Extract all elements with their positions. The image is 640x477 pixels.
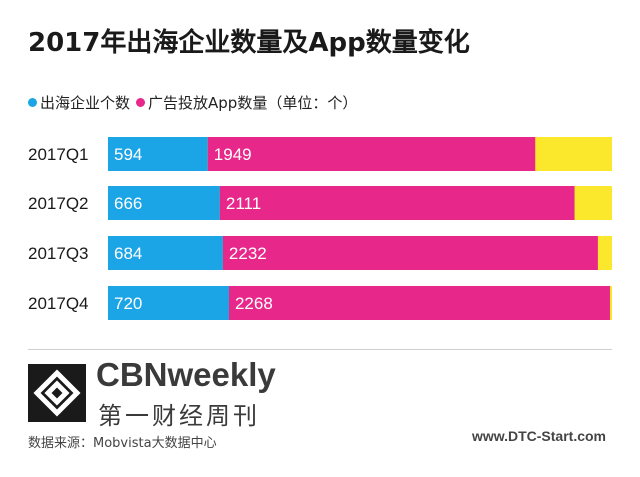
legend-label-apps: 广告投放App数量（单位：个） (148, 94, 358, 112)
data-label-companies-2017Q4: 720 (114, 294, 142, 313)
category-label-2017Q2: 2017Q2 (28, 194, 89, 213)
watermark-url: www.DTC-Start.com (471, 428, 606, 444)
data-label-apps-2017Q1: 1949 (214, 145, 252, 164)
category-label-2017Q3: 2017Q3 (28, 244, 89, 263)
bar-companies-2017Q2 (108, 186, 220, 220)
brand-name-cn: 第一财经周刊 (98, 402, 260, 430)
category-label-2017Q4: 2017Q4 (28, 294, 89, 313)
data-source: 数据来源：Mobvista大数据中心 (28, 436, 217, 451)
legend-dot-apps (136, 98, 146, 107)
bar-chart: 2017Q1 594 1949 2017Q2 666 2111 2017Q3 684 2232 2… (28, 137, 612, 320)
cbn-logo-icon (28, 364, 86, 422)
legend-item-companies: 出海企业个数 (28, 92, 130, 113)
data-label-apps-2017Q2: 2111 (226, 194, 261, 213)
bar-apps-2017Q1 (207, 137, 536, 171)
legend-item-apps: 广告投放App数量（单位：个） (136, 92, 357, 113)
brand-name-en: CBNweekly (96, 356, 276, 393)
chart-title: 2017年出海企业数量及App数量变化 (28, 28, 470, 58)
bar-companies-2017Q4 (108, 286, 229, 320)
data-label-apps-2017Q3: 2232 (229, 244, 267, 263)
bar-companies-2017Q1 (108, 137, 208, 171)
bar-apps-2017Q2 (219, 186, 575, 220)
legend: 出海企业个数 广告投放App数量（单位：个） (28, 92, 363, 113)
footer-divider (28, 349, 612, 350)
category-label-2017Q1: 2017Q1 (28, 145, 89, 164)
bar-apps-2017Q4 (228, 286, 610, 320)
data-label-apps-2017Q4: 2268 (235, 294, 273, 313)
bar-apps-2017Q3 (222, 236, 598, 270)
legend-dot-companies (28, 98, 37, 107)
data-label-companies-2017Q3: 684 (114, 244, 142, 263)
bar-companies-2017Q3 (108, 236, 223, 270)
data-label-companies-2017Q2: 666 (114, 194, 142, 213)
legend-label-companies: 出海企业个数 (40, 94, 131, 112)
data-label-companies-2017Q1: 594 (114, 145, 142, 164)
